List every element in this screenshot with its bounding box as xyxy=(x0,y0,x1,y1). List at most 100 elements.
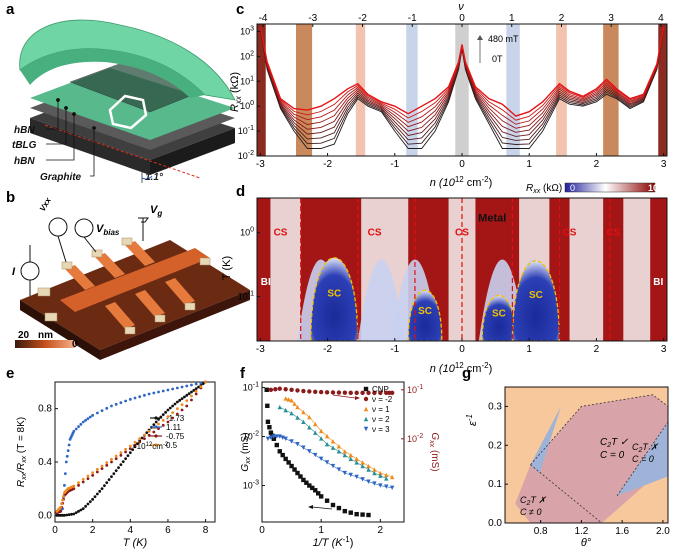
data-point xyxy=(63,483,66,487)
data-point xyxy=(61,498,64,502)
hall-bar xyxy=(60,248,210,312)
x-tick-label: -3 xyxy=(256,344,265,355)
data-point xyxy=(194,392,198,396)
layer-label-tblg: tBLG xyxy=(12,140,37,151)
sc-dome-boundary xyxy=(407,289,443,341)
data-point xyxy=(366,390,371,396)
y-tick-label: 0.3 xyxy=(488,401,502,412)
data-point xyxy=(157,417,160,421)
cs-label: CS xyxy=(563,228,577,239)
data-point xyxy=(313,488,318,493)
x-tick-label: 1 xyxy=(526,159,532,170)
panel-letter-e: e xyxy=(6,365,14,382)
device-substrate-edge xyxy=(100,290,250,360)
data-point xyxy=(157,427,160,431)
legend-marker xyxy=(154,416,158,420)
data-point xyxy=(121,460,125,464)
data-point xyxy=(145,431,149,435)
data-point xyxy=(190,390,193,394)
data-point xyxy=(59,509,63,513)
y-tick-label-right: 10-1 xyxy=(407,384,423,395)
data-point xyxy=(67,443,71,447)
data-point xyxy=(100,487,104,491)
panel-e-axes: 0 2 4 6 8 0.0 0.4 0.8 xyxy=(38,404,209,536)
data-point xyxy=(72,484,76,488)
sc-label: SC xyxy=(529,290,543,301)
layer-labels: hBN tBLG hBN Graphite xyxy=(12,125,82,183)
colorbar-label: Rxx (kΩ) xyxy=(526,183,562,195)
x-tick-label: 6 xyxy=(165,525,171,536)
data-point xyxy=(173,402,177,406)
panel-a: 1.1° hBN tBLG hBN Graphite xyxy=(12,19,236,183)
twist-line xyxy=(44,124,201,179)
panel-f-series xyxy=(264,386,395,518)
data-point xyxy=(110,475,113,479)
data-point xyxy=(283,396,288,401)
x-tick-label: -2 xyxy=(323,159,332,170)
layer-label-hbn-top: hBN xyxy=(14,125,35,136)
data-point xyxy=(273,387,278,392)
data-point xyxy=(133,443,137,447)
legend-label: ν = -2 xyxy=(372,395,393,404)
data-point xyxy=(289,463,294,469)
data-point xyxy=(277,404,282,410)
data-point xyxy=(105,463,109,467)
phase-boundary xyxy=(616,421,669,497)
region-c2t-broken-cne0 xyxy=(515,464,592,523)
data-point xyxy=(324,498,330,503)
data-point xyxy=(197,385,200,389)
data-point xyxy=(280,452,285,458)
x-tick-label: 2 xyxy=(90,525,96,536)
y-tick-label: 0.1 xyxy=(488,479,502,490)
data-point xyxy=(324,390,330,395)
graphite-side xyxy=(150,128,235,175)
legend-label: ν = 3 xyxy=(372,425,390,434)
data-point xyxy=(316,491,321,496)
data-point xyxy=(194,389,198,393)
legend-label-0t: 0T xyxy=(492,54,503,64)
panel-e-legend-unit: ×1012cm-2 xyxy=(132,442,169,451)
data-point xyxy=(67,513,71,517)
data-point xyxy=(304,480,309,485)
hall-bar-contacts xyxy=(65,241,195,329)
x-tick-label: -1 xyxy=(390,344,399,355)
top-tick-label: -2 xyxy=(358,13,367,24)
bi-label-right: BI xyxy=(653,277,663,288)
data-point xyxy=(124,457,127,461)
top-tick-label: -4 xyxy=(259,13,268,24)
sc-dome xyxy=(512,260,560,341)
data-point xyxy=(128,451,132,455)
data-point xyxy=(354,511,359,517)
y-tick-label: 10-1 xyxy=(243,382,259,393)
cs-label: CS xyxy=(455,228,469,239)
data-point xyxy=(267,425,272,430)
data-point xyxy=(62,494,65,498)
panel-f-ylabel-left: Gxx (mS) xyxy=(240,432,252,471)
top-tick-label: 0 xyxy=(459,13,465,24)
panel-g-xlabel: θ° xyxy=(581,537,592,549)
panel-e: 0 2 4 6 8 0.0 0.4 0.8 -1.731.11-0.750.5 ×1012cm… xyxy=(16,380,216,549)
data-point xyxy=(77,509,80,513)
data-point xyxy=(152,423,156,427)
panel-d: SC SC SC SC CS CS CS CS CS Metal BI BI -3 -2 -1 0 1 2 3 10… xyxy=(221,182,668,375)
shaded-band xyxy=(295,24,313,156)
height-scale-unit: nm xyxy=(38,330,53,341)
vxx-label: Vxx xyxy=(38,196,53,213)
current-label: I xyxy=(12,266,16,278)
data-point xyxy=(138,395,142,399)
legend-label: 0.5 xyxy=(166,441,178,450)
sc-dome xyxy=(310,257,358,341)
x-tick-label: 2 xyxy=(378,525,384,536)
data-point xyxy=(166,388,170,392)
data-point xyxy=(190,383,193,387)
data-point xyxy=(360,512,365,517)
data-point xyxy=(77,425,80,429)
data-point xyxy=(164,410,167,414)
data-point xyxy=(265,419,271,425)
data-point xyxy=(360,390,365,396)
y-tick-label: 10-1 xyxy=(238,125,254,136)
data-point xyxy=(199,385,203,389)
legend-label: CNP xyxy=(372,385,389,394)
vbias-label: Vbias xyxy=(96,223,120,237)
